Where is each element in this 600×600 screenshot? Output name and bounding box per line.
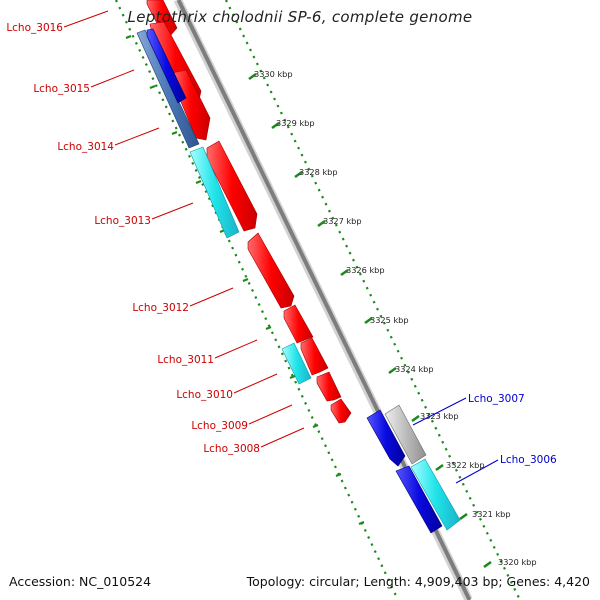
scale-labels: 3330 kbp 3329 kbp 3328 kbp 3327 kbp 3326… [254,69,537,567]
inner-dotted-track [225,0,521,600]
map-title: Leptothrix cholodnii SP-6, complete geno… [127,8,473,26]
scale-label: 3326 kbp [346,265,385,275]
outer-track-dashes [125,34,365,526]
gene-label-lcho-3014[interactable]: Lcho_3014 [57,141,114,153]
gene-forward-arrow[interactable] [316,371,342,402]
gene-lcho-3013-block[interactable] [189,146,240,239]
gene-lcho-3011-block[interactable] [281,342,312,385]
scale-label: 3325 kbp [370,315,409,325]
gene-label-lcho-3011[interactable]: Lcho_3011 [157,354,214,366]
gene-lcho-3006-arrow[interactable] [410,458,461,531]
gene-forward-arrow[interactable] [283,304,314,344]
scale-label: 3328 kbp [299,167,338,177]
gene-label-lcho-3012[interactable]: Lcho_3012 [132,302,189,314]
gene-lcho-3012-arrow[interactable] [247,232,295,309]
scale-label: 3327 kbp [323,216,362,226]
topology-text: Topology: circular; Length: 4,909,403 bp… [246,574,590,589]
gene-lcho-3015-block[interactable] [136,29,200,149]
gene-label-lcho-3013[interactable]: Lcho_3013 [94,215,151,227]
gene-label-lcho-3007[interactable]: Lcho_3007 [468,393,525,405]
gene-lcho-3015-arrow[interactable] [146,28,187,104]
scale-label: 3323 kbp [420,411,459,421]
scale-ticks [248,72,492,569]
gene-reverse-arrow[interactable] [395,465,443,534]
scale-label: 3329 kbp [276,118,315,128]
scale-label: 3322 kbp [446,460,485,470]
label-leader-lines-left [63,10,305,448]
gene-label-lcho-3009[interactable]: Lcho_3009 [191,420,248,432]
gene-label-lcho-3008[interactable]: Lcho_3008 [203,443,260,455]
gene-labels-right: Lcho_3007 Lcho_3006 [468,393,557,466]
gene-label-lcho-3015[interactable]: Lcho_3015 [33,83,90,95]
outer-dotted-track [115,0,399,600]
forward-genes [146,0,352,424]
gene-forward-arrow[interactable] [300,337,329,376]
gene-label-lcho-3006[interactable]: Lcho_3006 [500,454,557,466]
gene-label-lcho-3016[interactable]: Lcho_3016 [6,22,63,34]
gene-reverse-arrow[interactable] [366,409,406,467]
gene-labels-left: Lcho_3016 Lcho_3015 Lcho_3014 Lcho_3013 … [6,22,260,455]
scale-label: 3321 kbp [472,509,511,519]
label-leader-lines-right [412,397,499,484]
accession-text: Accession: NC_010524 [9,574,152,589]
gene-forward-arrow[interactable] [330,398,352,424]
reverse-genes [136,28,461,534]
scale-label: 3330 kbp [254,69,293,79]
gene-label-lcho-3010[interactable]: Lcho_3010 [176,389,233,401]
scale-label: 3320 kbp [498,557,537,567]
gene-lcho-3007-arrow[interactable] [384,404,427,465]
scale-label: 3324 kbp [395,364,434,374]
